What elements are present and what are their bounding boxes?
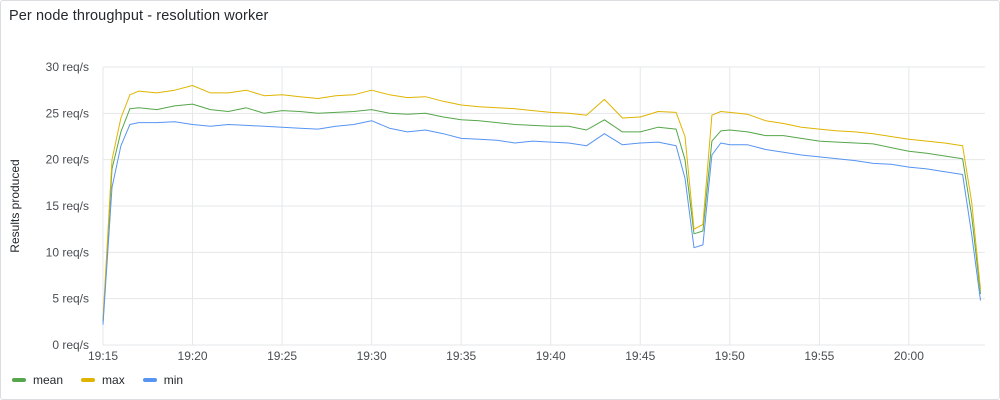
legend-label: mean bbox=[33, 373, 64, 387]
x-tick-label: 19:25 bbox=[267, 349, 297, 363]
legend-item-mean[interactable]: mean bbox=[12, 373, 63, 387]
y-tick-label: 5 req/s bbox=[52, 292, 89, 306]
legend-swatch bbox=[142, 378, 157, 382]
y-tick-label: 0 req/s bbox=[52, 338, 89, 352]
series-line-min bbox=[102, 120, 981, 325]
x-tick-label: 19:50 bbox=[715, 349, 745, 363]
y-tick-label: 30 req/s bbox=[46, 60, 89, 74]
x-tick-label: 19:45 bbox=[625, 349, 655, 363]
y-axis-label: Results produced bbox=[8, 159, 22, 252]
legend-swatch bbox=[81, 378, 96, 382]
x-tick-label: 19:15 bbox=[88, 349, 118, 363]
x-tick-label: 20:00 bbox=[894, 349, 924, 363]
legend-item-min[interactable]: min bbox=[142, 373, 184, 387]
x-tick-label: 19:40 bbox=[536, 349, 566, 363]
x-tick-label: 19:20 bbox=[178, 349, 208, 363]
y-tick-label: 15 req/s bbox=[46, 199, 89, 213]
legend-swatch bbox=[12, 378, 26, 382]
legend-item-max[interactable]: max bbox=[81, 373, 125, 387]
panel-title[interactable]: Per node throughput - resolution worker bbox=[9, 8, 269, 24]
y-tick-label: 20 req/s bbox=[46, 153, 89, 167]
y-tick-label: 25 req/s bbox=[46, 106, 89, 120]
legend-label: max bbox=[102, 373, 125, 387]
series-line-mean bbox=[102, 103, 981, 322]
x-tick-label: 19:55 bbox=[804, 349, 834, 363]
chart-legend: mean max min bbox=[12, 373, 183, 387]
y-tick-label: 10 req/s bbox=[46, 245, 89, 259]
x-tick-label: 19:35 bbox=[446, 349, 476, 363]
series-line-max bbox=[102, 85, 981, 320]
x-tick-label: 19:30 bbox=[357, 349, 387, 363]
legend-label: min bbox=[163, 373, 184, 387]
